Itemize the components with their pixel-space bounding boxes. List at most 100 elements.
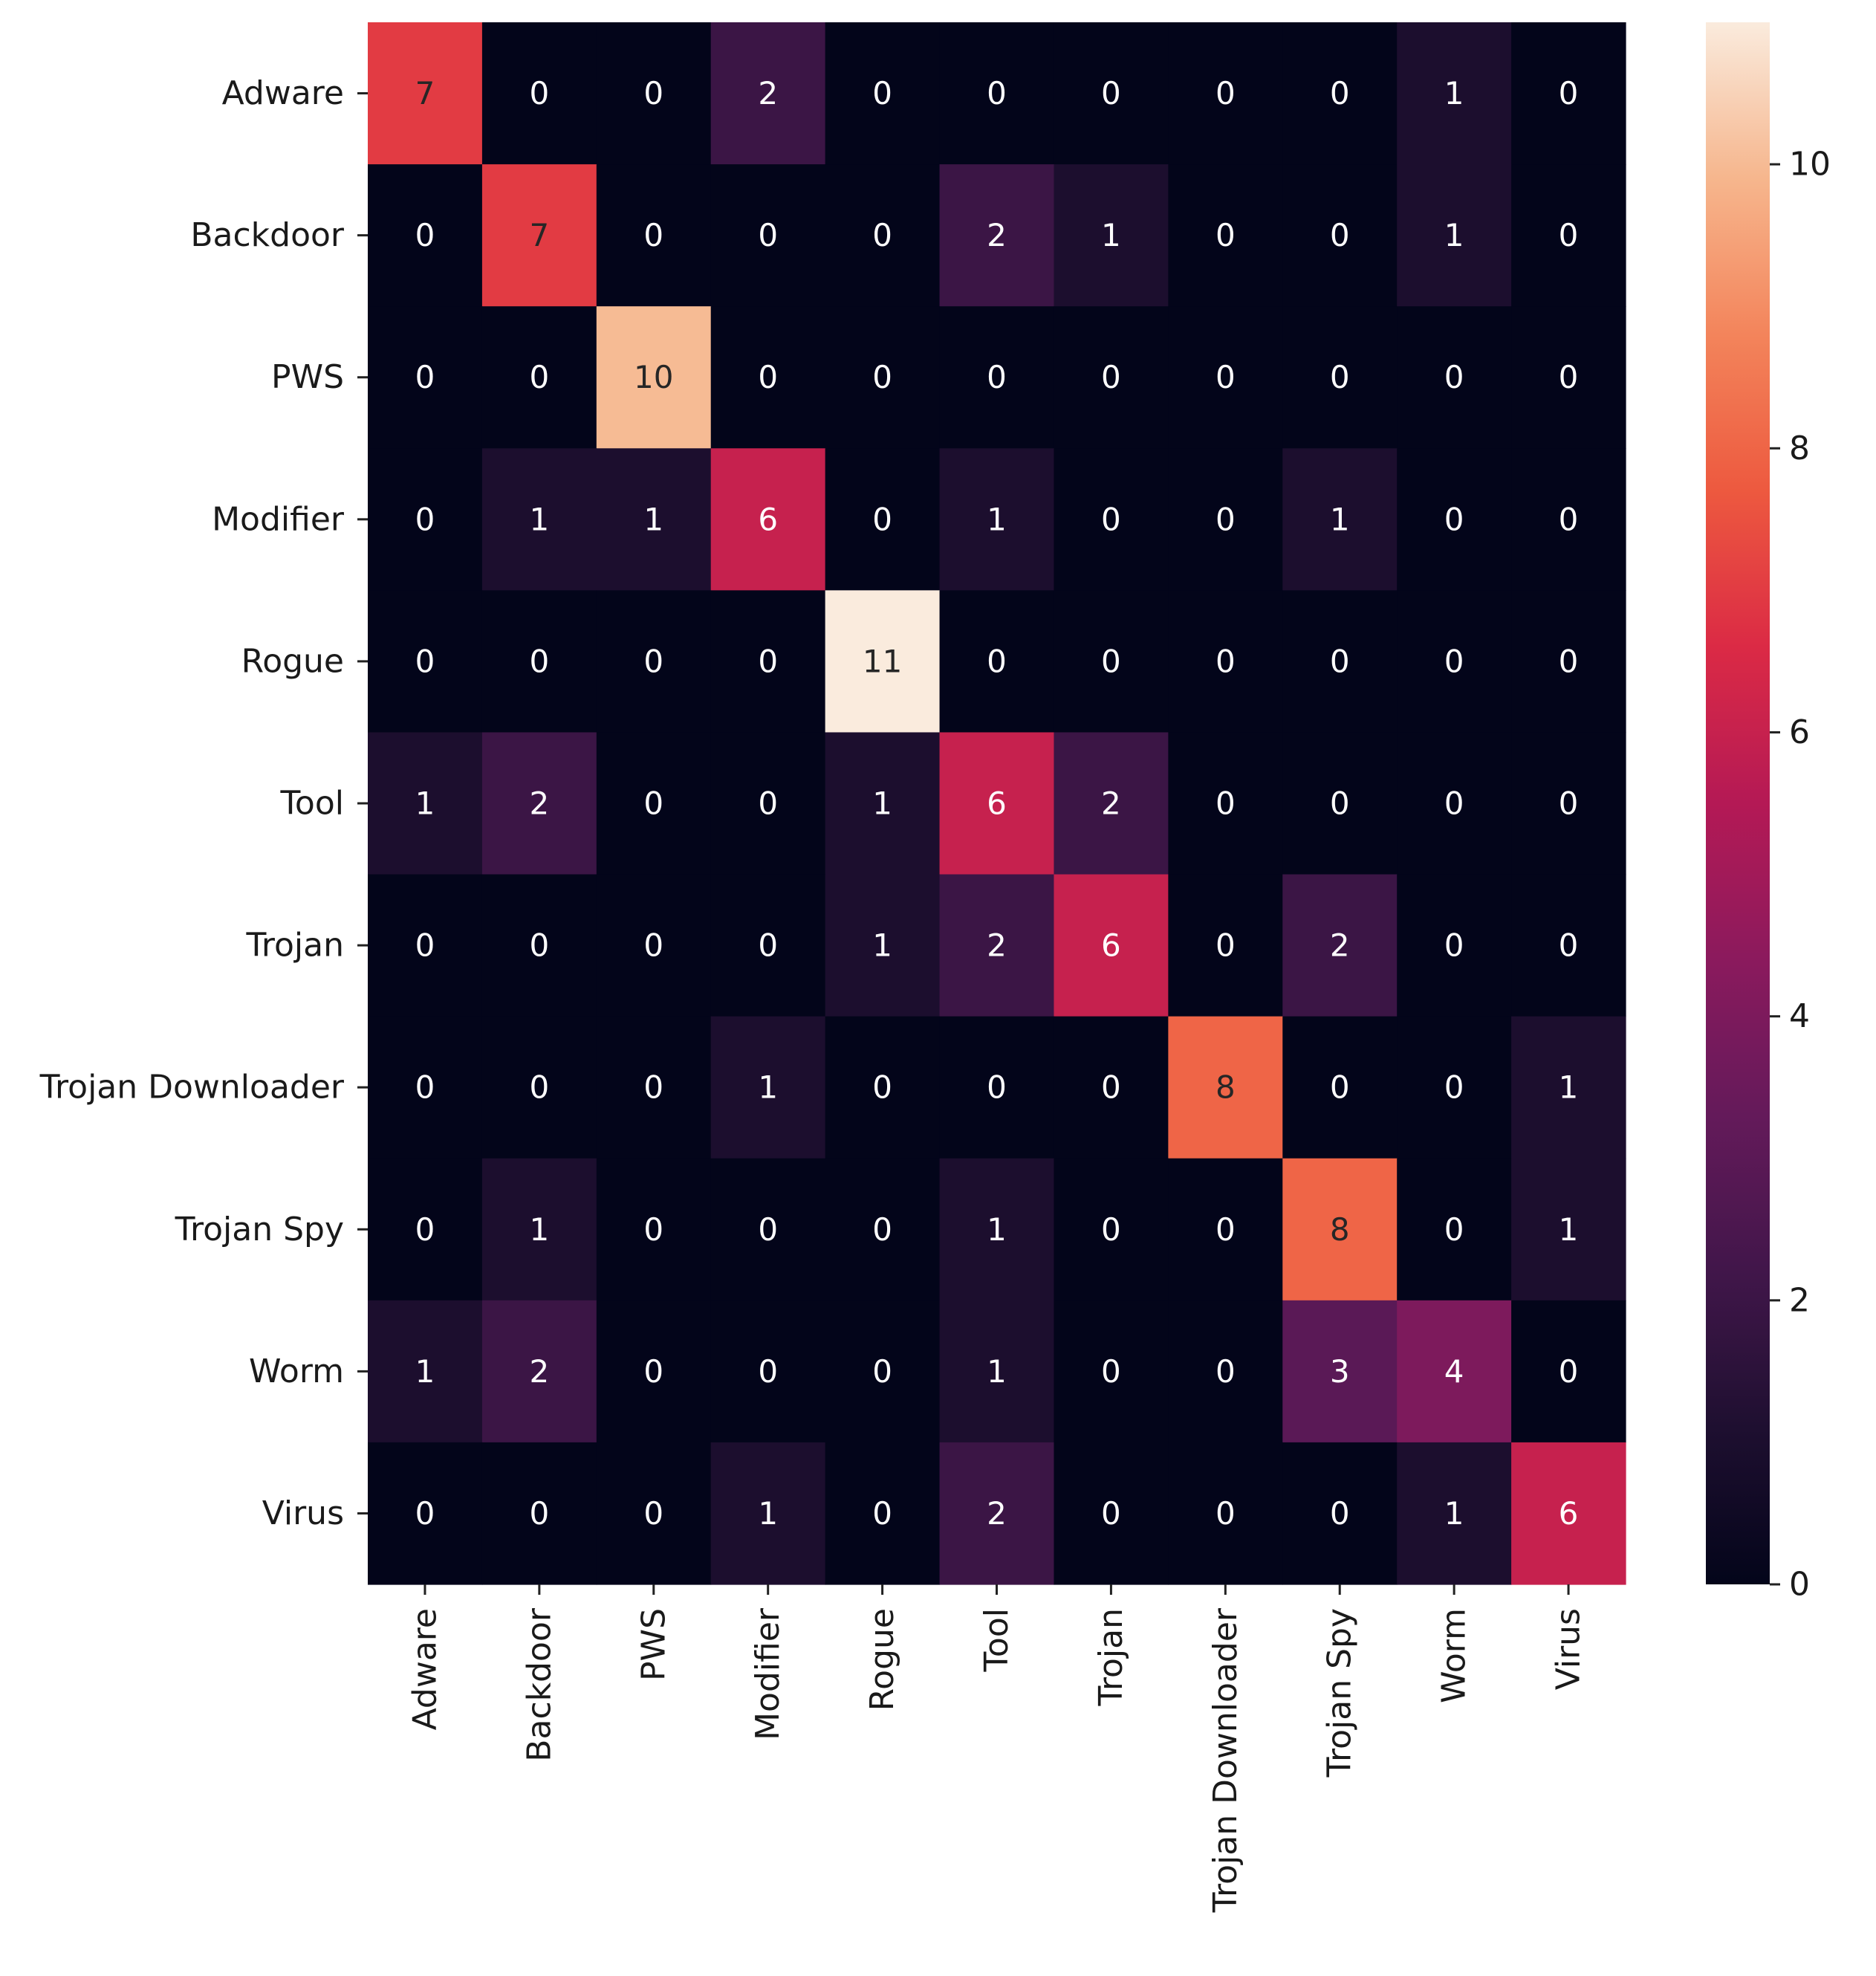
heatmap-cell-0-2: [596, 22, 712, 165]
cell-value-label-1-1: 7: [529, 217, 549, 253]
cell-value-label-3-1: 1: [529, 501, 549, 537]
y-tick-label-10: Virus: [262, 1494, 344, 1532]
cell-value-label-6-7: 0: [1215, 927, 1236, 964]
heatmap-cell-1-7: [1168, 164, 1283, 307]
heatmap-cell-4-4: [825, 590, 941, 733]
x-tick-label-4: Rogue: [863, 1608, 901, 1711]
heatmap-cell-2-8: [1282, 306, 1398, 449]
y-tick-label-0: Adware: [222, 74, 344, 112]
cell-value-label-8-8: 8: [1330, 1211, 1350, 1248]
cell-value-label-5-9: 0: [1444, 785, 1464, 822]
heatmap-cell-1-1: [481, 164, 597, 307]
heatmap-cell-5-1: [481, 732, 597, 875]
heatmap-cell-6-7: [1168, 874, 1283, 1017]
x-tick-label-5: Tool: [978, 1608, 1016, 1672]
heatmap-cell-10-5: [939, 1442, 1055, 1585]
cell-value-label-7-6: 0: [1101, 1069, 1121, 1106]
heatmap-cell-7-1: [481, 1016, 597, 1159]
heatmap-cell-0-9: [1397, 22, 1512, 165]
cell-value-label-9-0: 1: [415, 1353, 435, 1390]
cell-value-label-8-7: 0: [1215, 1211, 1236, 1248]
cell-value-label-0-9: 1: [1444, 75, 1464, 111]
cell-value-label-9-7: 0: [1215, 1353, 1236, 1390]
colorbar-tick-label-5: 10: [1789, 146, 1831, 184]
cell-value-label-10-1: 0: [529, 1495, 549, 1532]
cell-value-label-2-6: 0: [1101, 359, 1121, 395]
cell-value-label-7-9: 0: [1444, 1069, 1464, 1106]
cell-value-label-5-3: 0: [758, 785, 778, 822]
heatmap-cell-6-6: [1054, 874, 1169, 1017]
cell-value-label-3-9: 0: [1444, 501, 1464, 537]
heatmap-cell-5-3: [710, 732, 826, 875]
heatmap-cell-6-5: [939, 874, 1055, 1017]
cell-value-label-4-1: 0: [529, 643, 549, 679]
cell-value-label-4-5: 0: [987, 643, 1007, 679]
heatmap-cell-5-0: [368, 732, 483, 875]
cell-value-label-8-6: 0: [1101, 1211, 1121, 1248]
heatmap-cell-1-2: [596, 164, 712, 307]
cell-value-label-3-8: 1: [1330, 501, 1350, 537]
y-tick-label-4: Rogue: [241, 642, 344, 680]
x-axis: Adware Backdoor PWS Modifier Rogue Tool Trojan…: [406, 1584, 1588, 1913]
x-tick-label-8: Trojan Spy: [1321, 1608, 1359, 1778]
heatmap-cell-6-1: [481, 874, 597, 1017]
heatmap-cell-3-9: [1397, 448, 1512, 591]
cell-value-label-8-2: 0: [643, 1211, 663, 1248]
heatmap-cell-9-10: [1511, 1300, 1626, 1443]
cell-value-label-1-5: 2: [987, 217, 1007, 253]
heatmap-cell-3-1: [481, 448, 597, 591]
cell-value-label-4-3: 0: [758, 643, 778, 679]
heatmap-cell-1-9: [1397, 164, 1512, 307]
cell-value-label-2-5: 0: [987, 359, 1007, 395]
colorbar: 0 2 4 6 8 10: [1706, 22, 1831, 1604]
cell-value-label-1-9: 1: [1444, 217, 1464, 253]
heatmap-cell-0-10: [1511, 22, 1626, 165]
cell-value-label-5-4: 1: [872, 785, 892, 822]
colorbar-tick-label-2: 4: [1789, 997, 1810, 1035]
x-tick-label-2: PWS: [634, 1608, 672, 1681]
cell-value-label-9-1: 2: [529, 1353, 549, 1390]
cell-value-label-1-2: 0: [643, 217, 663, 253]
heatmap-cell-9-3: [710, 1300, 826, 1443]
cell-value-label-5-0: 1: [415, 785, 435, 822]
cell-value-label-8-0: 0: [415, 1211, 435, 1248]
heatmap-cell-8-9: [1397, 1158, 1512, 1301]
cell-value-label-7-7: 8: [1215, 1069, 1236, 1106]
heatmap-cell-2-2: [596, 306, 712, 449]
heatmap-cell-3-3: [710, 448, 826, 591]
cell-value-label-8-10: 1: [1559, 1211, 1579, 1248]
cell-value-label-6-1: 0: [529, 927, 549, 964]
heatmap-cell-6-10: [1511, 874, 1626, 1017]
heatmap-cell-4-10: [1511, 590, 1626, 733]
heatmap-cell-4-5: [939, 590, 1055, 733]
cell-value-label-8-9: 0: [1444, 1211, 1464, 1248]
heatmap-cell-5-7: [1168, 732, 1283, 875]
cell-value-label-2-4: 0: [872, 359, 892, 395]
heatmap-cell-1-8: [1282, 164, 1398, 307]
y-tick-label-2: PWS: [271, 358, 344, 396]
heatmap-cell-10-8: [1282, 1442, 1398, 1585]
heatmap-cell-4-8: [1282, 590, 1398, 733]
heatmap-cell-7-6: [1054, 1016, 1169, 1159]
heatmap-cell-7-8: [1282, 1016, 1398, 1159]
heatmap-cell-0-1: [481, 22, 597, 165]
cell-value-label-4-7: 0: [1215, 643, 1236, 679]
heatmap-cell-7-4: [825, 1016, 941, 1159]
cell-value-label-9-9: 4: [1444, 1353, 1464, 1390]
heatmap-cell-9-0: [368, 1300, 483, 1443]
cell-value-label-9-10: 0: [1559, 1353, 1579, 1390]
heatmap-cell-0-4: [825, 22, 941, 165]
heatmap-cell-labels: 7 0 0 2 0 0 0 0 0 1 00 7 0 0 0 2 1 0 0 1 00 0 10 0 0 0 0 0 0 0 00 1 1 6 0 1…: [415, 75, 1579, 1532]
cell-value-label-6-4: 1: [872, 927, 892, 964]
y-tick-label-3: Modifier: [212, 500, 345, 538]
cell-value-label-3-10: 0: [1559, 501, 1579, 537]
heatmap-cell-5-2: [596, 732, 712, 875]
colorbar-tick-label-4: 8: [1789, 430, 1810, 467]
heatmap-cell-1-5: [939, 164, 1055, 307]
cell-value-label-3-7: 0: [1215, 501, 1236, 537]
heatmap-cell-2-9: [1397, 306, 1512, 449]
heatmap-cell-10-1: [481, 1442, 597, 1585]
heatmap-cell-2-7: [1168, 306, 1283, 449]
heatmap-cell-0-7: [1168, 22, 1283, 165]
